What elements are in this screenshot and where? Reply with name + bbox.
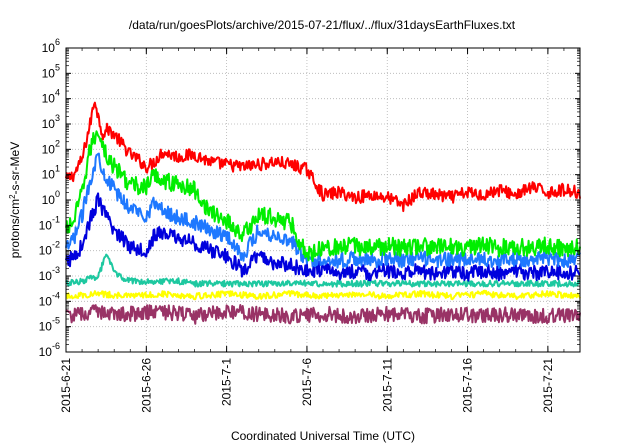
x-tick-label: 2015-7-1 [220,358,234,406]
y-tick-exponent: 0 [55,189,60,199]
x-tick-label: 2015-7-6 [300,358,314,406]
chart-title: /data/run/goesPlots/archive/2015-07-21/f… [129,18,516,32]
series-line [65,192,581,282]
y-tick-base: 10 [42,117,56,131]
y-tick-label: 100 [42,189,60,207]
y-tick-label: 10-2 [39,240,60,258]
y-tick-label: 10-1 [39,214,60,232]
y-tick-label: 105 [42,62,60,80]
y-tick-base: 10 [39,269,53,283]
series-line [65,289,581,301]
x-tick-label: 2015-7-16 [461,358,475,413]
y-axis-ticks: 10-610-510-410-310-210-11001011021031041… [39,37,580,359]
y-axis-label: protons/cm2-s-sr-MeV [8,142,23,258]
y-tick-base: 10 [42,193,56,207]
y-tick-exponent: -1 [52,214,60,224]
y-tick-base: 10 [42,168,56,182]
y-tick-label: 103 [42,113,60,131]
y-tick-exponent: -3 [52,265,60,275]
y-tick-exponent: 3 [55,113,60,123]
y-tick-label: 10-4 [39,290,60,308]
y-tick-label: 106 [42,37,60,55]
y-tick-label: 10-5 [39,316,60,334]
x-tick-label: 2015-6-26 [139,358,153,413]
y-tick-base: 10 [42,142,56,156]
y-axis-label-main: protons/cm [8,199,22,258]
series-line [65,101,581,213]
y-tick-exponent: 6 [55,37,60,47]
x-tick-label: 2015-7-11 [380,358,394,412]
y-tick-exponent: -5 [52,316,60,326]
y-tick-base: 10 [39,244,53,258]
y-axis-label-rest: -s-sr-MeV [8,142,22,195]
series-line [65,130,581,262]
series-line [65,253,581,288]
y-tick-base: 10 [39,345,53,359]
y-tick-exponent: -4 [52,290,60,300]
y-tick-exponent: 4 [55,88,60,98]
y-tick-label: 10-6 [39,341,60,359]
x-tick-label: 2015-6-21 [59,358,73,413]
y-tick-label: 102 [42,138,60,156]
y-tick-base: 10 [42,41,56,55]
series-layer [65,101,581,325]
y-tick-exponent: -2 [52,240,60,250]
y-tick-base: 10 [42,66,56,80]
y-tick-base: 10 [39,320,53,334]
series-line [65,304,581,325]
y-tick-label: 10-3 [39,265,60,283]
y-tick-base: 10 [39,218,53,232]
x-tick-label: 2015-7-21 [541,358,555,413]
x-axis-label: Coordinated Universal Time (UTC) [231,429,415,443]
y-tick-label: 101 [42,164,60,182]
y-tick-label: 104 [42,88,60,106]
y-tick-exponent: 2 [55,138,60,148]
y-tick-exponent: 1 [55,164,60,174]
x-axis-ticks: 2015-6-21 2015-6-26 2015-7-1 2015-7-6 2015-7… [59,48,565,413]
y-axis-label-superscript: 2 [8,194,17,199]
y-tick-base: 10 [39,294,53,308]
series-line [65,152,581,269]
y-tick-exponent: -6 [52,341,60,351]
y-tick-base: 10 [42,92,56,106]
y-tick-exponent: 5 [55,62,60,72]
